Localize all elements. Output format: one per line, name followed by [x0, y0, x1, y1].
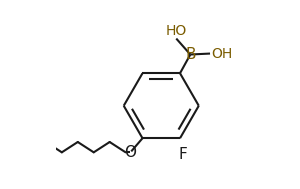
Text: OH: OH [211, 46, 232, 60]
Text: B: B [185, 47, 196, 62]
Text: F: F [178, 147, 187, 162]
Text: HO: HO [166, 24, 187, 38]
Text: O: O [124, 145, 136, 160]
